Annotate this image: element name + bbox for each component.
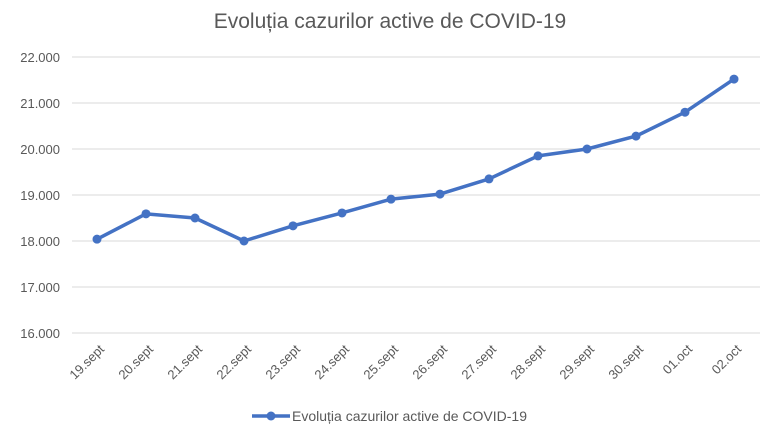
x-tick-label: 01.oct [659,341,695,377]
x-tick-label: 21.sept [164,341,205,382]
data-point [435,189,445,199]
x-tick-label: 25.sept [360,341,401,382]
data-point [337,208,347,218]
gridlines [72,56,760,334]
chart-title: Evoluția cazurilor active de COVID-19 [214,10,566,33]
data-point [631,131,641,141]
x-tick-label: 29.sept [556,341,597,382]
y-tick-label: 22.000 [20,50,60,65]
y-tick-label: 19.000 [20,188,60,203]
data-point [582,144,592,154]
legend-point-marker [266,411,276,421]
data-point [92,234,102,244]
x-tick-label: 02.oct [708,341,744,377]
x-tick-label: 28.sept [507,341,548,382]
data-point [484,174,494,184]
data-point [729,74,739,84]
x-axis-ticks: 19.sept 20.sept 21.sept 22.sept 23.sept 24.se… [66,341,744,382]
legend: Evoluția cazurilor active de COVID-19 [252,408,527,424]
x-tick-label: 24.sept [311,341,352,382]
data-point [533,151,543,161]
y-tick-label: 21.000 [20,96,60,111]
y-tick-label: 16.000 [20,326,60,341]
data-point [239,236,249,246]
x-tick-label: 20.sept [115,341,156,382]
y-tick-label: 17.000 [20,280,60,295]
y-axis-ticks: 16.000 17.000 18.000 19.000 20.000 21.000 22.0… [20,50,60,341]
series-layer [92,74,739,246]
data-point [386,194,396,204]
data-point [288,221,298,231]
y-tick-label: 20.000 [20,142,60,157]
x-tick-label: 27.sept [458,341,499,382]
series-line [96,77,735,243]
y-tick-label: 18.000 [20,234,60,249]
x-tick-label: 26.sept [409,341,450,382]
x-tick-label: 30.sept [605,341,646,382]
x-tick-label: 19.sept [66,341,107,382]
legend-label: Evoluția cazurilor active de COVID-19 [292,408,527,424]
data-point [190,213,200,223]
data-point [680,107,690,117]
data-point [141,209,151,219]
x-tick-label: 23.sept [262,341,303,382]
x-tick-label: 22.sept [213,341,254,382]
